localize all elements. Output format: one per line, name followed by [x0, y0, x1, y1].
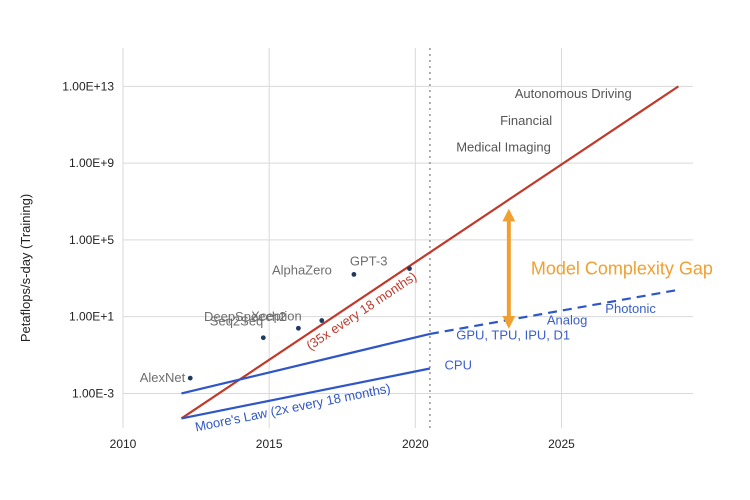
moores-law-label: Moore's Law (2x every 18 months) — [194, 381, 392, 435]
hardware-label: Analog — [547, 312, 587, 327]
y-tick-label: 1.00E-3 — [72, 386, 114, 400]
data-point — [407, 266, 412, 272]
grid — [122, 48, 693, 428]
hardware-label: CPU — [445, 357, 472, 372]
trend-lines — [180, 85, 679, 420]
trend-line — [181, 332, 431, 395]
axes: 1.00E-3 1.00E+1 1.00E+5 1.00E+9 1.00E+13 2010… — [18, 79, 575, 451]
gap-label: Model Complexity Gap — [531, 259, 713, 279]
data-point — [319, 318, 325, 323]
data-point — [187, 375, 193, 381]
y-tick-label: 1.00E+13 — [62, 79, 114, 93]
x-tick-label: 2010 — [110, 437, 137, 451]
hardware-label: GPU, TPU, IPU, D1 — [456, 328, 570, 343]
x-tick-label: 2020 — [402, 437, 429, 451]
y-tick-label: 1.00E+1 — [69, 310, 114, 324]
data-points — [187, 266, 412, 381]
trend-line — [429, 288, 679, 336]
data-point — [295, 325, 301, 331]
trend-line — [180, 85, 679, 420]
data-point-label: AlexNet — [140, 370, 186, 385]
trend-line — [181, 367, 431, 420]
y-tick-label: 1.00E+9 — [69, 156, 114, 170]
data-point-label: Xception — [251, 309, 302, 324]
data-point-label: GPT-3 — [350, 254, 388, 269]
x-tick-label: 2025 — [548, 437, 575, 451]
application-label: Medical Imaging — [456, 140, 551, 155]
data-point-label: AlphaZero — [272, 262, 332, 277]
data-point — [351, 271, 357, 277]
hardware-label: Photonic — [605, 301, 656, 316]
data-point-label: DeepSpeech2 — [204, 309, 286, 324]
y-axis-label: Petaflops/s-day (Training) — [18, 194, 33, 342]
application-label: Financial — [500, 113, 552, 128]
data-point — [260, 335, 266, 341]
data-point-label: Seq2Seq — [210, 314, 264, 329]
y-tick-label: 1.00E+5 — [69, 233, 114, 247]
application-label: Autonomous Driving — [515, 86, 632, 101]
x-tick-label: 2015 — [256, 437, 283, 451]
